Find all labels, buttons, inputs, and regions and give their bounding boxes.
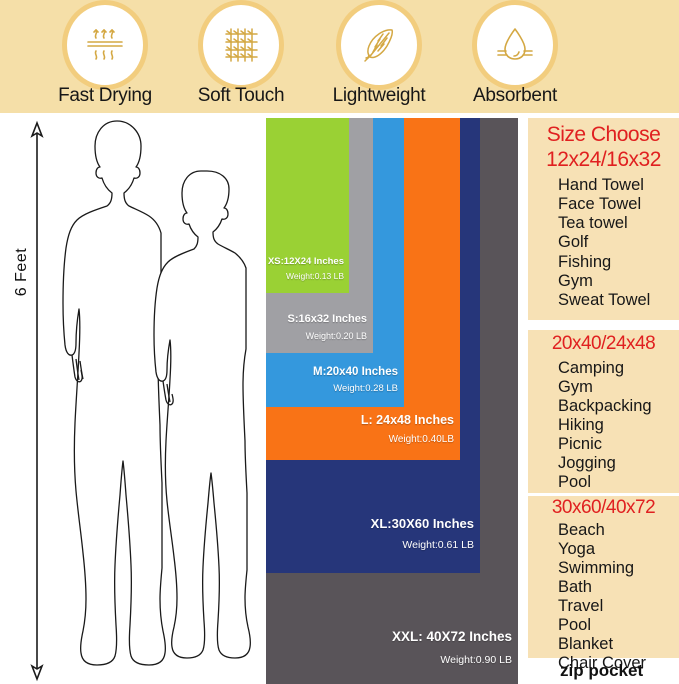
feature-absorbent: Absorbent bbox=[444, 0, 586, 113]
size-label-xl: XL:30X60 Inches bbox=[370, 516, 474, 531]
feature-label: Fast Drying bbox=[58, 85, 152, 106]
size-weight-m: Weight:0.28 LB bbox=[333, 383, 398, 394]
use-item: Picnic bbox=[558, 434, 603, 453]
zip-pocket-annotation: zip pocket bbox=[505, 658, 679, 684]
use-item: Gym bbox=[558, 271, 593, 290]
use-list-small: Hand Towel Face Towel Tea towel Golf Fis… bbox=[528, 171, 679, 309]
feature-label: Lightweight bbox=[332, 85, 426, 106]
heat-waves-drying-icon bbox=[87, 29, 123, 60]
use-item: Sweat Towel bbox=[558, 290, 651, 309]
use-list-medium: Camping Gym Backpacking Hiking Picnic Jo… bbox=[528, 355, 679, 492]
use-item: Travel bbox=[558, 596, 604, 615]
use-item: Jogging bbox=[558, 453, 616, 472]
female-silhouette bbox=[153, 170, 252, 659]
panel-large-sizes: 30x60/40x72 Beach Yoga Swimming Bath Tra… bbox=[528, 496, 679, 672]
feature-fast-drying: Fast Drying bbox=[34, 0, 176, 113]
size-weight-l: Weight:0.40LB bbox=[388, 434, 454, 445]
use-item: Beach bbox=[558, 520, 605, 539]
height-scale-arrow bbox=[30, 120, 44, 682]
panel-title-size-choose: Size Choose bbox=[546, 123, 661, 146]
feather-icon bbox=[364, 29, 393, 62]
zip-pocket-label: zip pocket bbox=[560, 661, 644, 680]
feature-soft-touch: Soft Touch bbox=[170, 0, 312, 113]
use-list-large: Beach Yoga Swimming Bath Travel Pool Bla… bbox=[528, 519, 679, 673]
use-item: Blanket bbox=[558, 634, 614, 653]
height-scale-label: 6 Feet bbox=[13, 247, 30, 297]
use-item: Tea towel bbox=[558, 214, 628, 233]
feature-label: Soft Touch bbox=[197, 85, 285, 106]
water-droplet-icon bbox=[497, 28, 533, 60]
panel-size-choose: Size Choose 12x24/16x32 Hand Towel Face … bbox=[528, 118, 679, 320]
use-item: Backpacking bbox=[558, 396, 652, 415]
use-item: Golf bbox=[558, 233, 589, 252]
size-weight-xxl: Weight:0.90 LB bbox=[440, 654, 512, 666]
use-item: Chair Cover bbox=[558, 653, 647, 672]
feature-icon-circle bbox=[203, 5, 279, 85]
size-weight-xs: Weight:0.13 LB bbox=[286, 271, 344, 281]
use-item: Fishing bbox=[558, 252, 612, 271]
size-weight-s: Weight:0.20 LB bbox=[305, 331, 367, 341]
use-item: Camping bbox=[558, 358, 625, 377]
use-item: Hiking bbox=[558, 415, 604, 434]
size-label-s: S:16x32 Inches bbox=[287, 313, 368, 325]
use-item: Pool bbox=[558, 472, 592, 491]
panel-medium-sizes: 20x40/24x48 Camping Gym Backpacking Hiki… bbox=[528, 330, 679, 493]
size-label-l: L: 24x48 Inches bbox=[360, 413, 454, 427]
human-figures bbox=[62, 120, 252, 666]
feature-icon-circle bbox=[477, 5, 553, 85]
male-silhouette bbox=[62, 120, 167, 666]
use-item: Bath bbox=[558, 577, 592, 596]
use-item: Pool bbox=[558, 615, 592, 634]
use-item: Swimming bbox=[558, 558, 635, 577]
use-item: Face Towel bbox=[558, 195, 642, 214]
size-block-xs[interactable]: XS:12X24 Inches Weight:0.13 LB bbox=[266, 118, 349, 293]
feature-icon-circle bbox=[67, 5, 143, 85]
use-item: Gym bbox=[558, 377, 593, 396]
size-label-xs: XS:12X24 Inches bbox=[267, 256, 344, 267]
use-item: Hand Towel bbox=[558, 176, 644, 195]
feature-icon-circle bbox=[341, 5, 417, 85]
feature-banner: Fast Drying Soft Touch bbox=[0, 0, 679, 113]
size-label-m: M:20x40 Inches bbox=[312, 366, 398, 378]
feature-label: Absorbent bbox=[473, 85, 557, 106]
size-weight-xl: Weight:0.61 LB bbox=[402, 539, 474, 551]
panel-subtitle-medium: 20x40/24x48 bbox=[551, 333, 656, 354]
feature-lightweight: Lightweight bbox=[308, 0, 450, 113]
panel-subtitle-large: 30x60/40x72 bbox=[551, 497, 656, 518]
size-label-xxl: XXL: 40X72 Inches bbox=[391, 629, 512, 644]
panel-subtitle-small: 12x24/16x32 bbox=[546, 147, 661, 171]
woven-mesh-icon bbox=[225, 28, 258, 62]
use-item: Yoga bbox=[558, 539, 596, 558]
